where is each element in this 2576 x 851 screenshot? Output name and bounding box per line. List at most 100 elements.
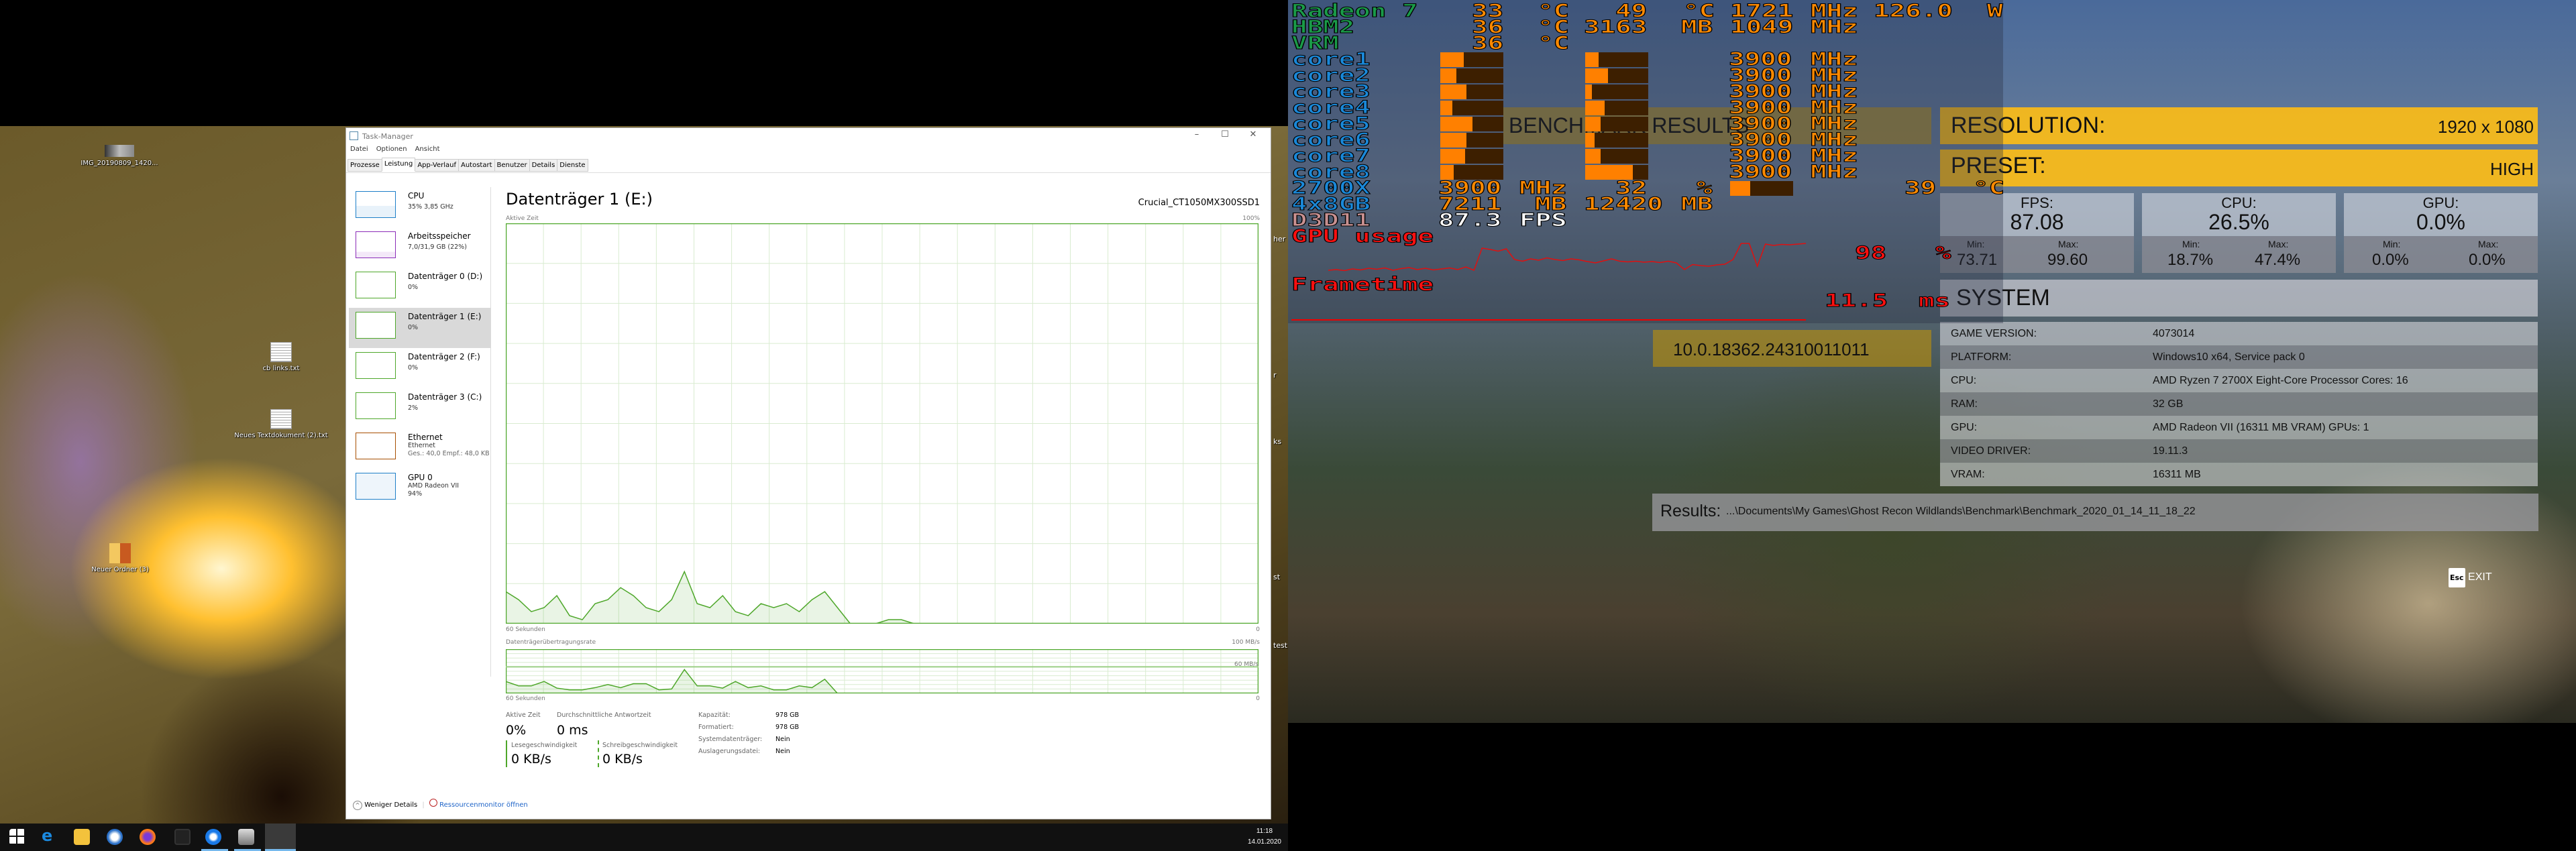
osd-core-thread-bar	[1585, 68, 1648, 83]
osd-ram-used: 7211	[1438, 194, 1502, 215]
sidebar-item-disk-0[interactable]: Datenträger 0 (D:) 0%	[349, 268, 491, 308]
desktop-icon-label: IMG_20190809_1420...	[80, 160, 158, 167]
graph-border	[506, 223, 1258, 624]
stat-value: 87.08	[2010, 210, 2064, 234]
menu-ansicht[interactable]: Ansicht	[415, 146, 440, 153]
desktop-icon-cb-links[interactable]: cb links.txt	[234, 342, 328, 372]
gpu-usage-line	[1328, 243, 1806, 272]
desktop-label-fragment: st	[1273, 573, 1281, 581]
osd-unit: MHz	[1810, 1, 1858, 21]
minimize-button[interactable]: –	[1194, 129, 1199, 139]
tab-dienste[interactable]: Dienste	[557, 159, 588, 172]
folder-icon	[109, 543, 131, 563]
max-label: Max:	[2268, 239, 2289, 249]
osd-gpu-label: Radeon 7	[1291, 1, 1418, 21]
sidebar-item-label: Arbeitsspeicher	[408, 231, 471, 241]
exit-button[interactable]: Esc EXIT	[2449, 568, 2492, 588]
osd-frametime-value: 11.5	[1824, 290, 1888, 311]
desktop-label-fragment: test	[1273, 641, 1288, 650]
chevron-up-icon: ^	[353, 801, 362, 810]
osd-core-clock: 3900	[1728, 97, 1792, 118]
tab-prozesse[interactable]: Prozesse	[347, 159, 382, 172]
tab-benutzer[interactable]: Benutzer	[494, 159, 530, 172]
cpu-stat-box: CPU: 26.5% Min: Max: 18.7% 47.4%	[2142, 193, 2336, 273]
sidebar-item-gpu[interactable]: GPU 0 AMD Radeon VII 94%	[349, 469, 491, 509]
tab-app-verlauf[interactable]: App-Verlauf	[415, 159, 459, 172]
sidebar-item-value: 35% 3,85 GHz	[408, 203, 453, 211]
osd-unit: MB	[1680, 17, 1713, 38]
stat-min: 73.71	[1957, 251, 1998, 269]
fewer-details-button[interactable]: ^ Weniger Details	[353, 801, 417, 810]
ethernet-thumbnail	[356, 433, 396, 459]
osd-unit: MHz	[1810, 113, 1858, 134]
running-indicator	[201, 849, 228, 851]
tab-autostart[interactable]: Autostart	[458, 159, 495, 172]
osd-overlay: Radeon 7 33 °C 49 °C 1721 MHz 126.0 W HB…	[1288, 0, 2005, 323]
edge-icon[interactable]: e	[42, 826, 53, 845]
resource-monitor-label: Ressourcenmonitor öffnen	[439, 801, 528, 809]
active-time-value: 0%	[506, 723, 527, 738]
osd-core-thread-bar	[1585, 133, 1648, 148]
close-button[interactable]: ✕	[1249, 129, 1257, 139]
maximize-button[interactable]: ☐	[1221, 129, 1229, 139]
file-explorer-icon[interactable]	[74, 829, 90, 845]
osd-core-thread-bar	[1585, 84, 1648, 99]
stat-min: 0.0%	[2372, 251, 2409, 269]
system-row: CPU: AMD Ryzen 7 2700X Eight-Core Process…	[1940, 369, 2538, 392]
osd-core-load-bar	[1440, 84, 1503, 99]
sidebar-item-memory[interactable]: Arbeitsspeicher 7,0/31,9 GB (22%)	[349, 227, 491, 268]
osd-unit: MHz	[1810, 162, 1858, 182]
menu-datei[interactable]: Datei	[350, 146, 368, 153]
title-bar[interactable]: Task-Manager	[346, 128, 1271, 144]
version-bar: 10.0.18362.24310011011	[1653, 330, 1931, 367]
sidebar-item-cpu[interactable]: CPU 35% 3,85 GHz	[349, 187, 491, 227]
desktop-label-fragment: ks	[1273, 437, 1282, 446]
desktop-icon-text-document[interactable]: Neues Textdokument (2).txt	[234, 409, 328, 439]
write-speed-label: Schreibgeschwindigkeit	[602, 742, 678, 749]
taskbar: e 11:18 14.01.2020	[0, 824, 1288, 851]
sidebar-item-disk-3[interactable]: Datenträger 3 (C:) 2%	[349, 388, 491, 429]
system-value: AMD Ryzen 7 2700X Eight-Core Processor C…	[2153, 375, 2408, 386]
sidebar-item-ethernet[interactable]: Ethernet Ethernet Ges.: 40,0 Empf.: 48,0…	[349, 429, 491, 469]
system-value: Windows10 x64, Service pack 0	[2153, 351, 2305, 363]
resource-monitor-link[interactable]: Ressourcenmonitor öffnen	[429, 799, 528, 809]
preset-label: PRESET:	[1951, 153, 2046, 178]
tab-leistung[interactable]: Leistung	[381, 158, 416, 172]
graph-area	[506, 571, 1258, 624]
desktop-icon-image[interactable]: IMG_20190809_1420...	[72, 145, 166, 167]
firefox-icon[interactable]	[140, 829, 156, 845]
app-icon[interactable]	[174, 829, 191, 845]
preset-bar: PRESET: HIGH	[1940, 150, 2538, 186]
windows-start-icon[interactable]	[9, 829, 25, 845]
osd-cpu-label: 2700X	[1291, 178, 1371, 198]
task-manager-icon[interactable]	[265, 824, 296, 851]
sidebar-item-value: 2%	[408, 404, 419, 412]
desktop-icon-folder[interactable]: Neuer Ordner (3)	[73, 543, 167, 573]
tab-details[interactable]: Details	[529, 159, 558, 172]
osd-unit: MHz	[1810, 146, 1858, 166]
thunderbird-icon[interactable]	[107, 829, 123, 845]
gpu-stat-box: GPU: 0.0% Min: Max: 0.0% 0.0%	[2344, 193, 2538, 273]
system-value: 19.11.3	[2153, 445, 2188, 457]
sidebar-item-disk-1[interactable]: Datenträger 1 (E:) 0%	[349, 308, 491, 348]
stat-max: 99.60	[2047, 251, 2088, 269]
system-value: AMD Radeon VII (16311 MB VRAM) GPUs: 1	[2153, 422, 2369, 433]
menu-optionen[interactable]: Optionen	[376, 146, 407, 153]
system-clock[interactable]: 11:18 14.01.2020	[1248, 826, 1281, 848]
clock-date: 14.01.2020	[1247, 838, 1281, 846]
osd-unit: MHz	[1810, 17, 1858, 38]
uplay-icon[interactable]	[205, 829, 221, 845]
esc-key-icon: Esc	[2449, 568, 2465, 587]
graph-mid-label: 60 MB/s	[1234, 661, 1258, 668]
sidebar-item-throughput: Ges.: 40,0 Empf.: 48,0 KB	[408, 450, 490, 457]
osd-core-load-bar	[1440, 165, 1503, 180]
osd-core-load-bar	[1440, 68, 1503, 83]
response-time-value: 0 ms	[557, 723, 588, 738]
osd-gpu-power: 126.0	[1873, 1, 1953, 21]
system-key: PLATFORM:	[1951, 351, 2012, 363]
app2-icon[interactable]	[238, 829, 254, 845]
osd-gpu-usage-label: GPU usage	[1291, 226, 1434, 247]
system-value: 16311 MB	[2153, 469, 2201, 480]
osd-unit: FPS	[1519, 210, 1567, 231]
sidebar-item-disk-2[interactable]: Datenträger 2 (F:) 0%	[349, 348, 491, 388]
